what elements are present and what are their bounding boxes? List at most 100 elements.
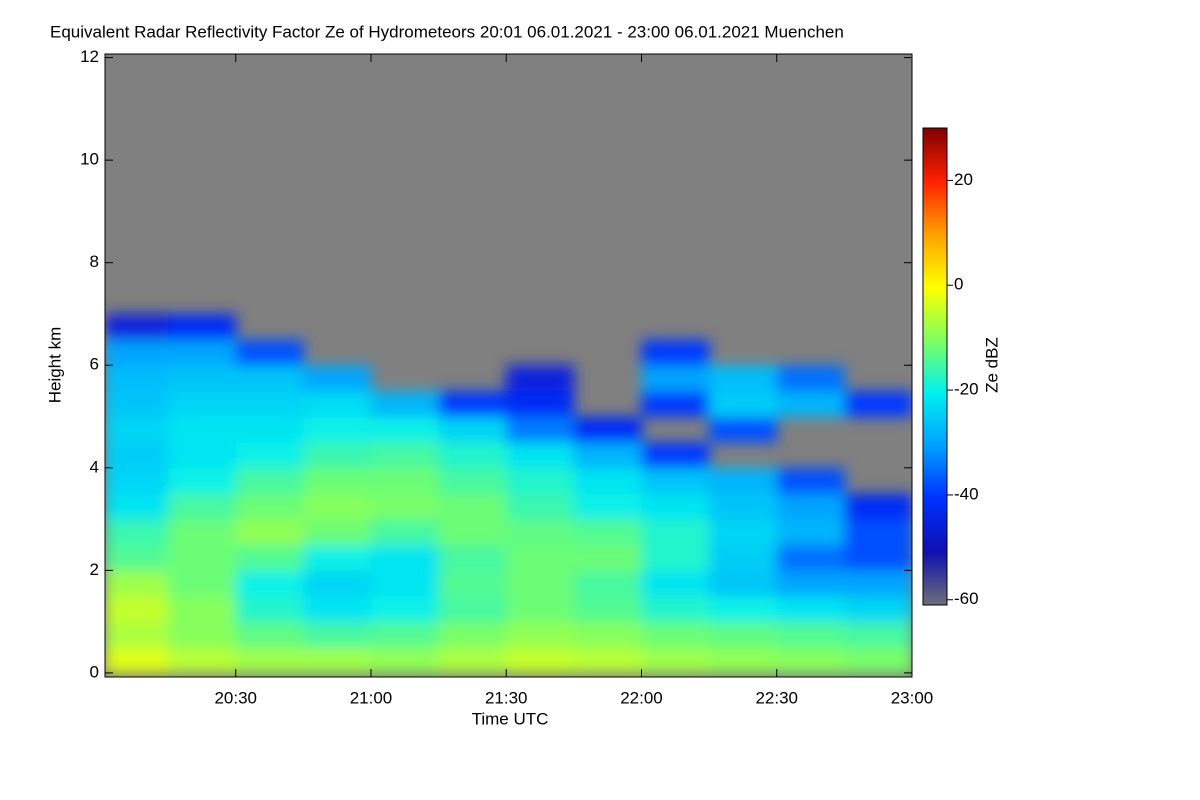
heatmap-cell — [506, 570, 575, 597]
heatmap-cell — [105, 390, 169, 418]
heatmap-cell — [370, 519, 440, 546]
heatmap-cell — [235, 595, 304, 623]
heatmap-cell — [506, 416, 575, 443]
heatmap-cell — [438, 647, 507, 674]
heatmap-cell — [573, 519, 642, 546]
heatmap-cell — [506, 467, 575, 494]
heatmap-cell — [105, 416, 169, 443]
heatmap-cell — [776, 519, 845, 546]
heatmap-cell — [105, 493, 169, 520]
heatmap-cell — [370, 442, 440, 469]
heatmap-cell — [573, 595, 642, 623]
heatmap-cell — [105, 339, 169, 366]
heatmap-cell — [573, 493, 642, 520]
heatmap-cell — [709, 467, 778, 494]
heatmap-cell — [506, 442, 575, 469]
heatmap-cell — [303, 467, 372, 494]
heatmap-cell — [303, 570, 372, 597]
heatmap-cell — [168, 339, 237, 366]
heatmap-cell — [370, 647, 440, 674]
heatmap-cell — [844, 570, 912, 597]
heatmap-cell — [709, 493, 778, 520]
heatmap-cell — [438, 442, 507, 469]
heatmap-cell — [573, 647, 642, 674]
heatmap-cell — [235, 544, 304, 571]
y-tick-label: 4 — [90, 457, 99, 476]
heatmap-cell — [105, 595, 169, 623]
heatmap-cell — [438, 390, 507, 418]
heatmap-cell — [438, 493, 507, 520]
heatmap-cell — [168, 544, 237, 571]
heatmap-cell — [370, 595, 440, 623]
y-tick-label: 2 — [90, 560, 99, 579]
heatmap-cell — [776, 595, 845, 623]
heatmap-cell — [303, 493, 372, 520]
heatmap-cell — [303, 647, 372, 674]
heatmap-cell — [709, 390, 778, 418]
y-tick-label: 12 — [80, 47, 99, 66]
heatmap-cell — [168, 621, 237, 648]
y-tick-label: 6 — [90, 355, 99, 374]
heatmap-cell — [573, 442, 642, 469]
heatmap-cell — [709, 416, 778, 443]
heatmap-cell — [573, 416, 642, 443]
heatmap-cell — [168, 467, 237, 494]
heatmap-cell — [844, 621, 912, 648]
heatmap-cell — [776, 621, 845, 648]
heatmap-cell — [641, 442, 710, 469]
heatmap-cell — [506, 519, 575, 546]
heatmap-cell — [641, 519, 710, 546]
colorbar-label: Ze dBZ — [982, 337, 1001, 393]
heatmap-cell — [709, 519, 778, 546]
heatmap-cell — [641, 339, 710, 366]
heatmap-cell — [776, 365, 845, 392]
heatmap-cell — [105, 519, 169, 546]
heatmap-cell — [235, 442, 304, 469]
heatmap-cell — [235, 493, 304, 520]
heatmap-cell — [641, 544, 710, 571]
heatmap-cell — [235, 390, 304, 418]
colorbar-tick-label: -40 — [954, 484, 979, 503]
heatmap-cell — [105, 365, 169, 392]
heatmap-cell — [105, 647, 169, 674]
heatmap-cell — [844, 519, 912, 546]
heatmap-cell — [641, 467, 710, 494]
colorbar — [922, 127, 948, 606]
heatmap-cell — [370, 416, 440, 443]
heatmap-cell — [776, 390, 845, 418]
colorbar-tick-label: 0 — [954, 275, 963, 294]
x-tick-label: 23:00 — [891, 688, 934, 707]
heatmap-cell — [776, 570, 845, 597]
heatmap-cell — [168, 442, 237, 469]
heatmap-cell — [303, 365, 372, 392]
heatmap-cell — [168, 365, 237, 392]
heatmap-cell — [370, 544, 440, 571]
heatmap-cell — [168, 647, 237, 674]
heatmap-cell — [303, 390, 372, 418]
heatmap-cell — [641, 365, 710, 392]
heatmap-cell — [641, 493, 710, 520]
heatmap-cell — [235, 416, 304, 443]
heatmap-cell — [105, 544, 169, 571]
heatmap-cell — [235, 519, 304, 546]
chart-title: Equivalent Radar Reflectivity Factor Ze … — [50, 22, 844, 41]
heatmap-cell — [303, 416, 372, 443]
heatmap-cell — [303, 544, 372, 571]
heatmap-cell — [641, 595, 710, 623]
heatmap-cell — [105, 467, 169, 494]
heatmap-cell — [844, 647, 912, 674]
heatmap-cell — [506, 365, 575, 392]
heatmap-cell — [844, 493, 912, 520]
heatmap-cell — [506, 647, 575, 674]
heatmap-cell — [235, 339, 304, 366]
heatmap-cell — [776, 493, 845, 520]
heatmap-cell — [168, 519, 237, 546]
heatmap-cell — [168, 595, 237, 623]
y-tick-label: 8 — [90, 252, 99, 271]
heatmap-cell — [844, 544, 912, 571]
heatmap-cell — [573, 570, 642, 597]
heatmap-cell — [709, 621, 778, 648]
colorbar-tick-label: -20 — [954, 380, 979, 399]
heatmap-cell — [506, 493, 575, 520]
